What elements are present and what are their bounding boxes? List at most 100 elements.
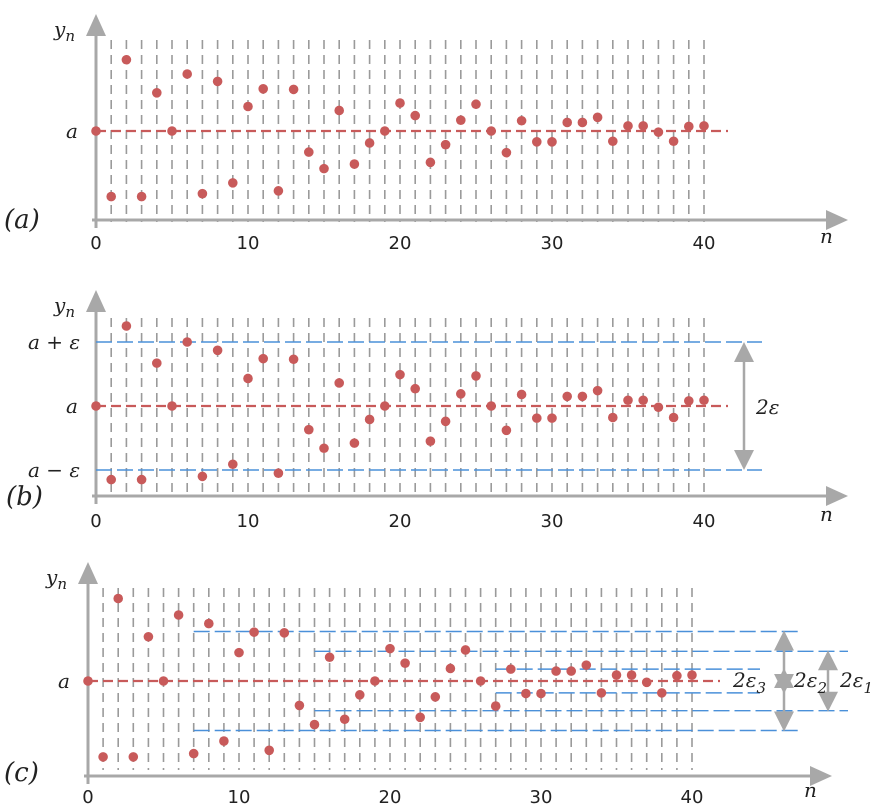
data-point bbox=[143, 631, 154, 642]
x-axis-label: n bbox=[820, 224, 833, 248]
data-point bbox=[304, 424, 314, 435]
data-point bbox=[608, 412, 618, 423]
y-axis-label-sub: n bbox=[65, 27, 75, 45]
data-point bbox=[228, 459, 238, 470]
x-tick-label: 20 bbox=[379, 787, 402, 808]
data-point bbox=[264, 745, 275, 756]
data-point bbox=[395, 98, 405, 108]
data-point bbox=[121, 321, 132, 331]
data-point bbox=[339, 714, 350, 725]
data-point bbox=[501, 147, 512, 158]
data-point bbox=[592, 112, 603, 123]
data-point bbox=[562, 391, 572, 402]
limit-point bbox=[91, 401, 101, 411]
y-axis-arrowhead bbox=[86, 290, 106, 312]
x-axis-label: n bbox=[804, 778, 817, 802]
data-point bbox=[687, 670, 697, 680]
y-axis-label-main: y bbox=[53, 17, 66, 41]
data-point bbox=[288, 354, 299, 365]
x-axis-arrowhead bbox=[826, 210, 848, 230]
data-point bbox=[395, 369, 405, 380]
x-tick-label: 40 bbox=[693, 511, 716, 532]
data-point bbox=[672, 670, 682, 681]
data-point bbox=[456, 389, 466, 399]
data-point bbox=[532, 137, 542, 147]
y-axis-label: yn bbox=[53, 293, 75, 321]
limit-point bbox=[91, 126, 101, 136]
data-point bbox=[258, 84, 269, 94]
data-point bbox=[668, 412, 679, 423]
upper-bound-label: a + ε bbox=[28, 330, 80, 354]
y-axis-label-main: y bbox=[45, 565, 58, 589]
data-point bbox=[400, 658, 410, 668]
data-point bbox=[445, 663, 456, 674]
y-axis-label: yn bbox=[45, 565, 67, 593]
band-width-label-main: 2ε bbox=[732, 668, 756, 692]
data-point bbox=[380, 126, 390, 136]
data-point bbox=[581, 660, 592, 670]
y-axis-label: yn bbox=[53, 17, 75, 45]
data-point bbox=[532, 413, 542, 423]
data-point bbox=[596, 688, 607, 698]
data-point bbox=[294, 700, 305, 711]
x-axis-label: n bbox=[820, 502, 833, 526]
limit-label: a bbox=[58, 669, 70, 693]
data-point bbox=[273, 186, 284, 196]
y-axis-label-main: y bbox=[53, 293, 66, 317]
data-point bbox=[475, 676, 486, 686]
x-tick-label: 20 bbox=[389, 511, 412, 532]
data-point bbox=[490, 701, 501, 711]
limit-label: a bbox=[66, 119, 78, 143]
data-point bbox=[106, 474, 116, 485]
data-point bbox=[623, 395, 633, 406]
band-width-label-sub: 2 bbox=[816, 679, 827, 697]
data-point bbox=[243, 101, 253, 112]
limit-label: a bbox=[66, 394, 78, 418]
data-point bbox=[486, 401, 497, 411]
data-point bbox=[212, 345, 223, 356]
data-point bbox=[182, 69, 192, 79]
data-point bbox=[653, 402, 664, 413]
data-point bbox=[249, 627, 259, 637]
data-point bbox=[334, 105, 345, 116]
data-point bbox=[425, 157, 436, 168]
data-point bbox=[243, 373, 253, 384]
data-point bbox=[309, 719, 320, 730]
data-point bbox=[471, 371, 481, 381]
data-point bbox=[577, 391, 588, 402]
data-point bbox=[611, 670, 622, 680]
data-point bbox=[273, 468, 284, 479]
data-point bbox=[167, 401, 177, 411]
lower-bound-label: a − ε bbox=[28, 458, 80, 482]
data-point bbox=[684, 121, 694, 132]
data-point bbox=[460, 645, 471, 655]
data-point bbox=[536, 688, 546, 699]
data-point bbox=[355, 690, 365, 700]
data-point bbox=[98, 752, 108, 762]
x-tick-label: 30 bbox=[541, 233, 564, 254]
data-point bbox=[197, 188, 208, 199]
data-point bbox=[566, 666, 576, 676]
data-point bbox=[152, 358, 162, 368]
data-point bbox=[319, 163, 329, 174]
data-point bbox=[288, 84, 299, 95]
x-tick-label: 10 bbox=[228, 787, 251, 808]
x-tick-label: 40 bbox=[693, 233, 716, 254]
data-point bbox=[228, 178, 238, 188]
data-point bbox=[385, 643, 395, 654]
data-point bbox=[334, 378, 345, 388]
data-point bbox=[136, 474, 147, 485]
x-axis-arrowhead bbox=[810, 766, 832, 786]
data-point bbox=[121, 54, 132, 65]
data-point bbox=[471, 99, 481, 110]
data-point bbox=[440, 139, 451, 150]
band-width-label: 2ε2 bbox=[793, 668, 827, 697]
panel-label: (a) bbox=[4, 205, 40, 235]
x-tick-label: 40 bbox=[681, 787, 704, 808]
data-point bbox=[319, 443, 329, 454]
data-point bbox=[349, 159, 360, 169]
data-point bbox=[653, 127, 664, 137]
data-point bbox=[158, 676, 169, 686]
x-tick-label: 30 bbox=[541, 511, 564, 532]
